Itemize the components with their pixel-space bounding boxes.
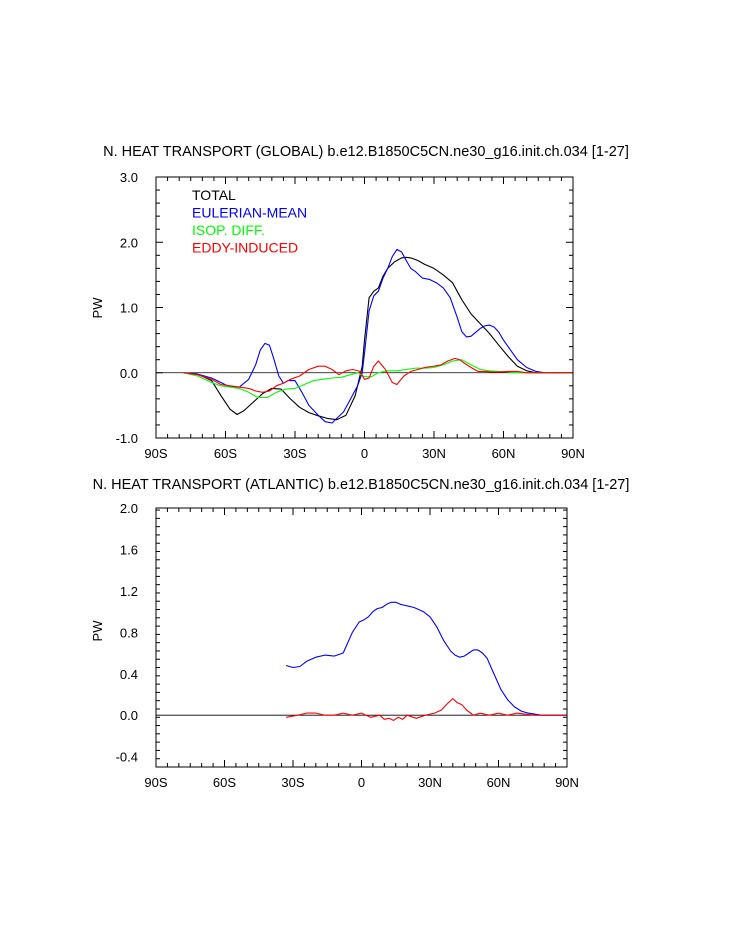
global-y-axis-label: PW bbox=[90, 297, 105, 319]
global-x-tick-label: 60S bbox=[214, 446, 237, 461]
global-series-eulerian-mean bbox=[183, 248, 573, 424]
global-chart-title: N. HEAT TRANSPORT (GLOBAL) b.e12.B1850C5… bbox=[103, 144, 629, 160]
global-y-tick-label: 2.0 bbox=[120, 235, 138, 250]
atlantic-x-tick-label: 60S bbox=[213, 775, 236, 790]
global-x-tick-label: 60N bbox=[492, 446, 516, 461]
atlantic-y-tick-label: 0.8 bbox=[120, 625, 138, 640]
atlantic-x-tick-label: 30N bbox=[418, 775, 442, 790]
atlantic-x-tick-label: 0 bbox=[358, 775, 365, 790]
global-x-tick-label: 30N bbox=[422, 446, 446, 461]
global-series-isop-diff bbox=[183, 359, 573, 399]
global-heat-transport-panel: N. HEAT TRANSPORT (GLOBAL) b.e12.B1850C5… bbox=[90, 144, 629, 461]
global-y-tick-label: 3.0 bbox=[120, 170, 138, 185]
global-x-tick-label: 90N bbox=[561, 446, 585, 461]
legend-entry-total: TOTAL bbox=[192, 187, 236, 203]
atlantic-chart-title: N. HEAT TRANSPORT (ATLANTIC) b.e12.B1850… bbox=[93, 477, 630, 493]
atlantic-x-tick-label: 90N bbox=[555, 775, 579, 790]
atlantic-x-tick-label: 90S bbox=[144, 775, 167, 790]
atlantic-y-tick-label: -0.4 bbox=[116, 750, 138, 765]
global-y-tick-label: 1.0 bbox=[120, 301, 138, 316]
atlantic-x-tick-label: 30S bbox=[281, 775, 304, 790]
legend-entry-eddy-induced: EDDY-INDUCED bbox=[192, 240, 298, 256]
atlantic-y-tick-label: 0.4 bbox=[120, 667, 138, 682]
atlantic-plot-frame bbox=[155, 507, 568, 768]
global-series-total bbox=[183, 256, 573, 421]
atlantic-y-tick-label: 1.6 bbox=[120, 542, 138, 557]
global-y-tick-label: 0.0 bbox=[120, 366, 138, 381]
global-x-tick-label: 0 bbox=[361, 446, 368, 461]
global-x-tick-label: 30S bbox=[283, 446, 306, 461]
global-plot-frame bbox=[155, 176, 574, 439]
global-x-tick-label: 90S bbox=[144, 446, 167, 461]
legend-entry-isop-diff: ISOP. DIFF. bbox=[192, 222, 265, 238]
atlantic-y-tick-label: 2.0 bbox=[120, 501, 138, 516]
atlantic-series-eulerian-mean bbox=[285, 601, 567, 716]
atlantic-x-tick-label: 60N bbox=[487, 775, 511, 790]
atlantic-y-tick-label: 0.0 bbox=[120, 708, 138, 723]
global-series-eddy-induced bbox=[183, 357, 573, 393]
global-y-tick-label: -1.0 bbox=[116, 431, 138, 446]
atlantic-y-tick-label: 1.2 bbox=[120, 584, 138, 599]
legend-entry-eulerian-mean: EULERIAN-MEAN bbox=[192, 205, 307, 221]
atlantic-heat-transport-panel: N. HEAT TRANSPORT (ATLANTIC) b.e12.B1850… bbox=[90, 477, 629, 790]
atlantic-series-eddy-induced bbox=[286, 698, 567, 721]
atlantic-y-axis-label: PW bbox=[90, 620, 105, 642]
